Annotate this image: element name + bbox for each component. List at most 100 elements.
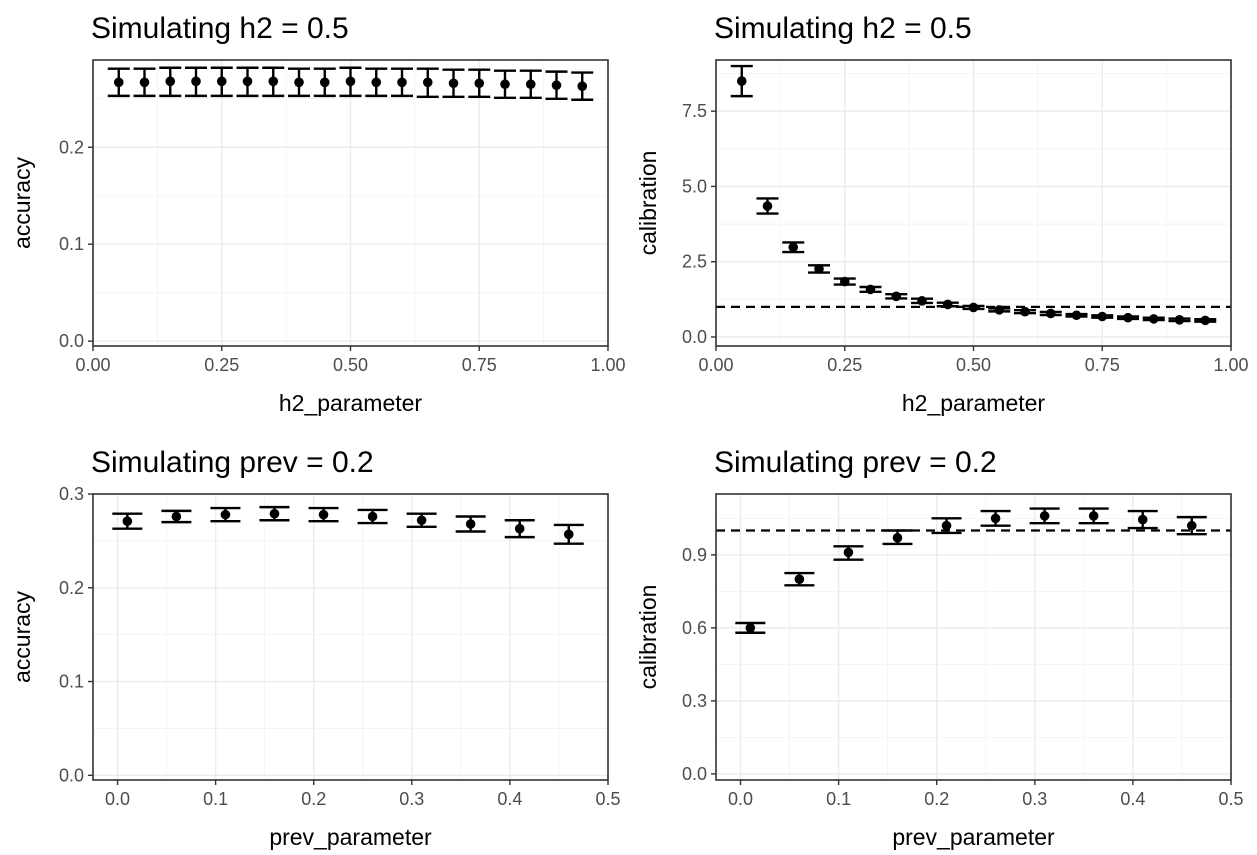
x-tick-label: 0.50: [333, 355, 368, 375]
data-point: [892, 533, 903, 543]
data-point: [762, 201, 773, 211]
data-point: [294, 77, 304, 88]
x-tick-label: 0.75: [1085, 355, 1120, 375]
data-point: [1020, 306, 1030, 317]
data-point: [551, 80, 562, 91]
data-point: [1174, 315, 1185, 325]
panel-title: Simulating prev = 0.2: [714, 446, 997, 479]
y-axis-label: accuracy: [9, 590, 35, 683]
x-tick-label: 1.00: [1213, 355, 1248, 375]
data-point: [242, 76, 253, 87]
y-tick-label: 0.0: [682, 764, 707, 784]
x-tick-label: 0.1: [826, 789, 851, 809]
y-tick-label: 5.0: [682, 176, 707, 196]
data-point: [1148, 314, 1159, 324]
data-point: [371, 77, 382, 88]
data-point: [1045, 308, 1056, 319]
x-tick-label: 0.4: [497, 789, 522, 809]
data-point: [794, 574, 805, 584]
data-point: [814, 264, 824, 274]
y-tick-label: 0.6: [682, 618, 707, 638]
y-axis-label: calibration: [635, 585, 661, 690]
x-axis-label: h2_parameter: [279, 390, 423, 416]
data-point: [1039, 511, 1050, 521]
x-axis-label: h2_parameter: [902, 390, 1046, 416]
data-point: [220, 509, 231, 520]
data-point: [1097, 311, 1108, 322]
x-tick-label: 0.0: [105, 789, 130, 809]
y-tick-label: 0.1: [59, 672, 84, 692]
data-point: [968, 302, 979, 313]
x-tick-label: 0.75: [462, 355, 497, 375]
y-axis-label: accuracy: [9, 156, 35, 249]
data-point: [843, 547, 854, 558]
data-point: [465, 519, 476, 529]
data-point: [788, 242, 799, 253]
data-point: [367, 511, 378, 522]
y-tick-label: 0.1: [59, 234, 84, 254]
panel-prev-calibration: 0.0 0.1 0.2 0.3 0.4 0.5 0.0 0.3 0.6 0.9 Simulating…: [635, 446, 1244, 850]
data-point: [416, 515, 427, 526]
data-point: [942, 299, 953, 310]
x-tick-label: 0.3: [399, 789, 424, 809]
data-point: [577, 81, 588, 91]
data-point: [839, 276, 850, 287]
y-tick-label: 0.2: [59, 578, 84, 598]
x-axis-label: prev_parameter: [892, 824, 1055, 850]
y-tick-label: 7.5: [682, 101, 707, 121]
data-point: [268, 76, 279, 87]
panel-title: Simulating h2 = 0.5: [91, 12, 349, 45]
data-point: [397, 77, 407, 88]
panel-title: Simulating prev = 0.2: [91, 446, 374, 479]
x-tick-label: 0.25: [827, 355, 862, 375]
data-point: [171, 511, 182, 522]
data-point: [269, 508, 280, 519]
data-point: [994, 305, 1005, 315]
x-axis-label: prev_parameter: [269, 824, 432, 850]
data-point: [474, 78, 485, 89]
plot-area: 0.00 0.25 0.50 0.75 1.00 0.0 0.1 0.2: [59, 59, 626, 375]
x-tick-label: 0.00: [698, 355, 733, 375]
y-axis-label: calibration: [635, 151, 661, 256]
panel-prev-accuracy: 0.0 0.1 0.2 0.3 0.4 0.5 0.0 0.1 0.2 0.3 Simulating…: [9, 446, 621, 850]
data-point: [1186, 520, 1197, 531]
x-tick-label: 0.1: [203, 789, 228, 809]
y-tick-label: 0.9: [682, 545, 707, 565]
x-tick-label: 0.50: [956, 355, 991, 375]
data-point: [122, 516, 133, 526]
data-point: [563, 529, 574, 540]
data-point: [865, 284, 876, 295]
data-point: [1137, 514, 1148, 525]
x-tick-label: 0.5: [1218, 789, 1243, 809]
data-point: [1088, 511, 1099, 521]
x-tick-label: 0.00: [75, 355, 110, 375]
data-point: [525, 79, 536, 90]
y-tick-label: 0.0: [59, 331, 84, 351]
y-tick-label: 0.3: [59, 484, 84, 504]
panel-title: Simulating h2 = 0.5: [714, 12, 972, 45]
plot-area: 0.0 0.1 0.2 0.3 0.4 0.5 0.0 0.3 0.6 0.9: [682, 493, 1244, 809]
data-point: [191, 76, 201, 87]
data-point: [891, 291, 902, 302]
data-point: [1123, 312, 1133, 323]
x-tick-label: 0.2: [924, 789, 949, 809]
data-point: [345, 76, 356, 87]
y-tick-label: 0.2: [59, 137, 84, 157]
data-point: [216, 76, 227, 87]
x-tick-label: 0.3: [1022, 789, 1047, 809]
data-point: [318, 509, 329, 520]
y-tick-label: 2.5: [682, 252, 707, 272]
data-point: [1071, 310, 1082, 321]
data-point: [990, 513, 1001, 524]
data-point: [113, 77, 124, 88]
x-tick-label: 0.4: [1120, 789, 1145, 809]
data-point: [165, 76, 176, 87]
x-tick-label: 1.00: [590, 355, 625, 375]
y-tick-label: 0.0: [59, 765, 84, 785]
x-tick-label: 0.25: [204, 355, 239, 375]
data-point: [422, 77, 433, 88]
data-point: [736, 76, 747, 86]
panel-h2-calibration: 0.00 0.25 0.50 0.75 1.00 0.0 2.5 5.0 7.5 Simulati…: [635, 12, 1249, 416]
x-tick-label: 0.2: [301, 789, 326, 809]
